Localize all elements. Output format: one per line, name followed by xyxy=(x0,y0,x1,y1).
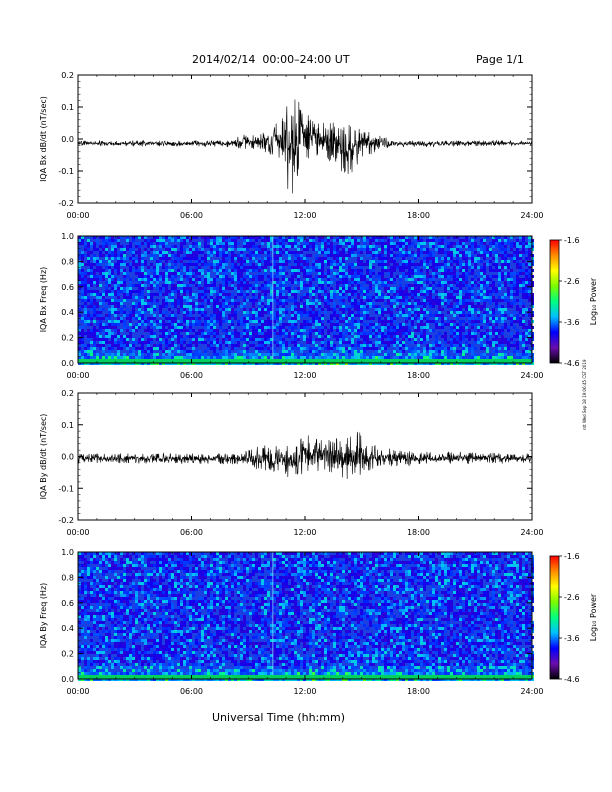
y-tick-label: 0.0 xyxy=(61,135,74,144)
y-tick-label: 0.2 xyxy=(61,334,74,343)
colorbar xyxy=(549,239,560,364)
y-tick-label: 0.2 xyxy=(61,650,74,659)
y-axis-label: IQA Bx dB/dt (nT/sec) xyxy=(39,96,48,182)
y-axis-label: IQA By Freq (Hz) xyxy=(39,583,48,649)
y-tick-label: 0.0 xyxy=(61,359,74,368)
y-tick-label: 0.2 xyxy=(61,389,74,398)
x-axis-title: Universal Time (hh:mm) xyxy=(212,711,345,724)
x-tick-label: 06:00 xyxy=(180,371,203,380)
chart-panel-3: 0.2 0.1 0.0 -0.1 -0.2 00:00 06:00 12:00 18:00 24:… xyxy=(39,389,544,537)
y-tick-label: 0.8 xyxy=(61,257,74,266)
page-title: 2014/02/14 00:00–24:00 UT xyxy=(192,53,350,66)
y-tick-label: -0.1 xyxy=(58,167,74,176)
colorbar-tick-label: -4.6 xyxy=(564,359,580,368)
x-tick-label: 24:00 xyxy=(520,371,543,380)
y-tick-label: 0.6 xyxy=(61,599,74,608)
x-tick-label: 00:00 xyxy=(66,528,89,537)
y-tick-label: 0.4 xyxy=(61,308,74,317)
colorbar-tick-label: -2.6 xyxy=(564,593,580,602)
x-tick-label: 06:00 xyxy=(180,687,203,696)
chart-panel-4: -1.6 -2.6 -3.6 -4.6 Log₁₀ Power 1.0 0.8 0.6 0.4 0… xyxy=(39,548,598,696)
colorbar xyxy=(549,555,560,680)
x-tick-label: 12:00 xyxy=(293,687,316,696)
y-tick-label: 0.0 xyxy=(61,453,74,462)
x-tick-label: 18:00 xyxy=(407,371,430,380)
x-tick-label: 18:00 xyxy=(407,211,430,220)
x-tick-label: 24:00 xyxy=(520,687,543,696)
y-tick-label: 0.8 xyxy=(61,573,74,582)
chart-panel-2: -1.6 -2.6 -3.6 -4.6 Log₁₀ Power 1.0 0.8 0.6 0.4 0… xyxy=(39,232,598,380)
x-tick-label: 12:00 xyxy=(293,528,316,537)
y-tick-label: -0.2 xyxy=(58,199,74,208)
y-tick-label: 0.2 xyxy=(61,71,74,80)
series-line xyxy=(77,99,533,194)
colorbar-tick-label: -3.6 xyxy=(564,634,580,643)
series-line xyxy=(77,431,533,480)
x-tick-label: 00:00 xyxy=(66,371,89,380)
y-tick-label: 1.0 xyxy=(61,548,74,557)
x-tick-label: 06:00 xyxy=(180,211,203,220)
plot-frame xyxy=(77,392,533,521)
colorbar-tick-label: -1.6 xyxy=(564,236,580,245)
y-tick-label: -0.2 xyxy=(58,516,74,525)
x-tick-label: 12:00 xyxy=(293,371,316,380)
x-tick-label: 18:00 xyxy=(407,528,430,537)
y-axis-label: IQA Bx Freq (Hz) xyxy=(39,267,48,333)
colorbar-tick-label: -1.6 xyxy=(564,552,580,561)
colorbar-label: Log₁₀ Power xyxy=(589,277,598,325)
y-axis-label: IQA By dB/dt (nT/sec) xyxy=(39,414,48,500)
y-tick-label: 1.0 xyxy=(61,232,74,241)
y-tick-label: -0.1 xyxy=(58,484,74,493)
x-tick-label: 00:00 xyxy=(66,211,89,220)
page-number: Page 1/1 xyxy=(476,53,524,66)
y-tick-label: 0.0 xyxy=(61,675,74,684)
x-tick-label: 18:00 xyxy=(407,687,430,696)
colorbar-label: Log₁₀ Power xyxy=(589,593,598,641)
x-tick-label: 12:00 xyxy=(293,211,316,220)
colorbar-tick-label: -2.6 xyxy=(564,277,580,286)
y-tick-label: 0.6 xyxy=(61,283,74,292)
colorbar-tick-label: -3.6 xyxy=(564,318,580,327)
x-tick-label: 24:00 xyxy=(520,211,543,220)
colorbar-tick-label: -4.6 xyxy=(564,675,580,684)
x-tick-label: 06:00 xyxy=(180,528,203,537)
y-tick-label: 0.1 xyxy=(61,421,74,430)
chart-panel-1: 0.2 0.1 0.0 -0.1 -0.2 00:00 06:00 12:00 18:00 24:… xyxy=(39,71,544,220)
y-tick-label: 0.4 xyxy=(61,624,74,633)
x-tick-label: 00:00 xyxy=(66,687,89,696)
x-tick-label: 24:00 xyxy=(520,528,543,537)
y-tick-label: 0.1 xyxy=(61,103,74,112)
